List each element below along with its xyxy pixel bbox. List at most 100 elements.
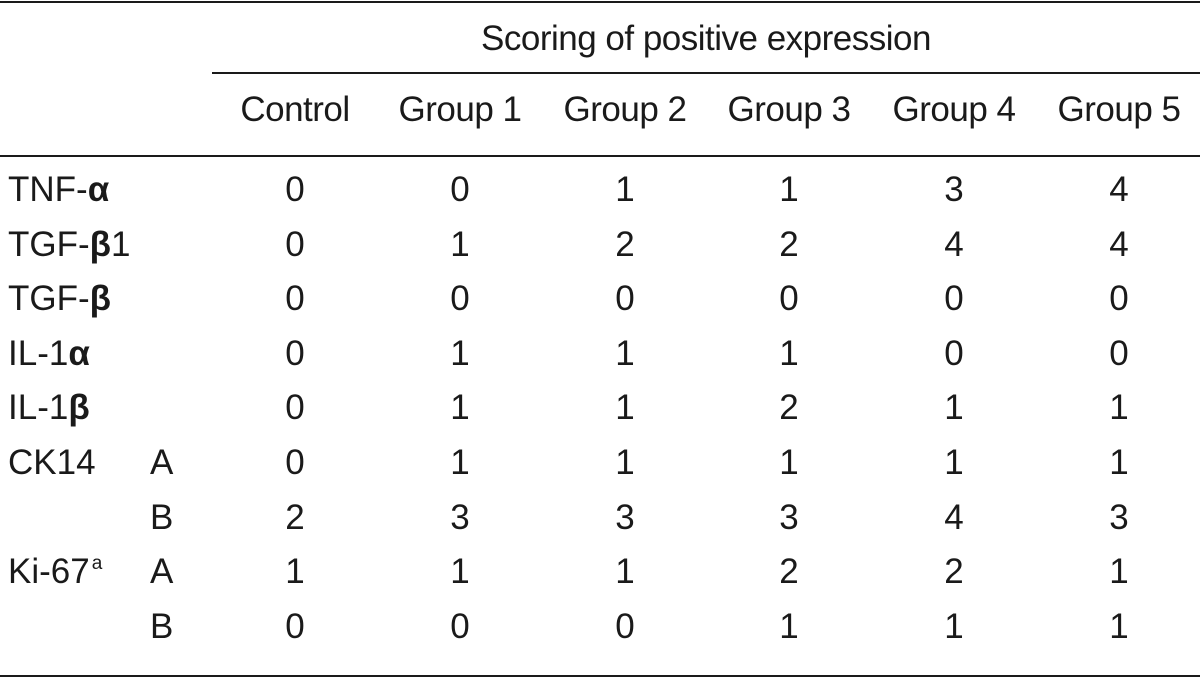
marker-name: TGF- xyxy=(8,224,90,264)
table-row: TGF-β 0 0 0 0 0 0 xyxy=(0,272,1200,326)
column-header-group-5: Group 5 xyxy=(1057,90,1181,129)
row-sublabel: B xyxy=(150,497,174,537)
score-cell: 0 xyxy=(615,606,635,646)
score-cell: 1 xyxy=(779,333,799,373)
score-cell: 2 xyxy=(285,497,305,537)
marker-name: IL-1 xyxy=(8,388,69,428)
score-cell: 1 xyxy=(450,333,470,373)
row-marker-label: TGF-β1 xyxy=(8,218,132,278)
marker-name: Ki-67 xyxy=(8,552,90,592)
row-marker-label: TNF-α xyxy=(8,163,111,223)
table-row: Ki-67 a A 1 1 1 2 2 1 xyxy=(0,545,1200,599)
score-cell: 4 xyxy=(944,497,964,537)
table-row: TGF-β1 0 1 2 2 4 4 xyxy=(0,218,1200,272)
row-marker-label xyxy=(8,600,10,660)
score-cell: 1 xyxy=(615,170,635,209)
score-cell: 1 xyxy=(944,443,964,482)
column-group-rule xyxy=(212,72,1200,74)
column-header-group-4: Group 4 xyxy=(892,90,1016,129)
marker-greek-symbol: α xyxy=(68,333,90,373)
score-cell: 2 xyxy=(615,224,635,264)
table-top-rule xyxy=(0,1,1200,3)
score-cell: 0 xyxy=(285,388,305,428)
row-sublabel: B xyxy=(150,606,174,646)
score-cell: 0 xyxy=(1109,279,1129,319)
score-cell: 1 xyxy=(1109,552,1129,592)
marker-name: IL-1 xyxy=(8,333,69,373)
column-group-heading: Scoring of positive expression xyxy=(481,19,931,58)
row-marker-label: IL-1α xyxy=(8,327,92,387)
score-cell: 1 xyxy=(779,443,799,482)
marker-greek-symbol: β xyxy=(89,279,112,319)
row-sublabel: A xyxy=(150,552,174,592)
score-cell: 3 xyxy=(450,497,470,537)
score-cell: 2 xyxy=(944,552,964,592)
row-marker-label: Ki-67 a xyxy=(8,545,102,605)
score-cell: 1 xyxy=(450,552,470,592)
score-cell: 0 xyxy=(779,279,799,319)
score-cell: 0 xyxy=(285,279,305,319)
table-bottom-rule xyxy=(0,675,1200,677)
marker-footnote: a xyxy=(91,553,103,575)
score-cell: 3 xyxy=(944,170,964,209)
row-marker-label: TGF-β xyxy=(8,272,113,332)
score-cell: 1 xyxy=(944,388,964,428)
row-marker-label xyxy=(8,491,10,551)
score-cell: 0 xyxy=(285,443,305,482)
score-cell: 1 xyxy=(779,606,799,646)
score-cell: 2 xyxy=(779,224,799,264)
score-cell: 0 xyxy=(285,224,305,264)
score-cell: 2 xyxy=(779,388,799,428)
score-cell: 1 xyxy=(450,443,470,482)
marker-suffix: 1 xyxy=(111,224,131,264)
score-cell: 1 xyxy=(779,170,799,209)
row-marker-label: CK14 xyxy=(8,436,98,496)
score-cell: 2 xyxy=(779,552,799,592)
table-row: CK14 A 0 1 1 1 1 1 xyxy=(0,436,1200,490)
score-cell: 3 xyxy=(615,497,635,537)
score-cell: 0 xyxy=(285,170,305,209)
score-cell: 3 xyxy=(779,497,799,537)
score-cell: 4 xyxy=(1109,170,1129,209)
table-row: B 0 0 0 1 1 1 xyxy=(0,600,1200,654)
score-cell: 0 xyxy=(285,333,305,373)
score-cell: 1 xyxy=(615,388,635,428)
score-cell: 1 xyxy=(1109,606,1129,646)
marker-greek-symbol: β xyxy=(68,388,90,428)
table-row: IL-1α 0 1 1 1 0 0 xyxy=(0,327,1200,381)
score-cell: 0 xyxy=(450,279,470,319)
score-cell: 1 xyxy=(615,333,635,373)
row-marker-label: IL-1β xyxy=(8,381,92,441)
marker-greek-symbol: β xyxy=(89,224,112,264)
marker-name: CK14 xyxy=(8,443,96,482)
score-cell: 0 xyxy=(615,279,635,319)
header-rule xyxy=(0,155,1200,157)
table-row: TNF-α 0 0 1 1 3 4 xyxy=(0,163,1200,217)
column-header-group-1: Group 1 xyxy=(398,90,522,129)
column-header-group-3: Group 3 xyxy=(727,90,851,129)
column-header-control: Control xyxy=(240,90,350,129)
score-cell: 0 xyxy=(944,279,964,319)
marker-greek-symbol: α xyxy=(87,170,110,209)
score-cell: 4 xyxy=(944,224,964,264)
marker-name: TNF- xyxy=(8,170,88,209)
score-cell: 1 xyxy=(1109,443,1129,482)
score-cell: 1 xyxy=(615,552,635,592)
score-cell: 0 xyxy=(450,606,470,646)
table-row: IL-1β 0 1 1 2 1 1 xyxy=(0,381,1200,435)
score-cell: 1 xyxy=(450,388,470,428)
row-sublabel: A xyxy=(150,443,174,482)
score-cell: 4 xyxy=(1109,224,1129,264)
score-cell: 0 xyxy=(944,333,964,373)
score-cell: 1 xyxy=(615,443,635,482)
score-cell: 1 xyxy=(1109,388,1129,428)
marker-name: TGF- xyxy=(8,279,90,319)
score-cell: 3 xyxy=(1109,497,1129,537)
score-cell: 0 xyxy=(285,606,305,646)
score-cell: 1 xyxy=(450,224,470,264)
table-row: B 2 3 3 3 4 3 xyxy=(0,491,1200,545)
score-cell: 1 xyxy=(944,606,964,646)
score-cell: 0 xyxy=(1109,333,1129,373)
score-cell: 0 xyxy=(450,170,470,209)
column-header-group-2: Group 2 xyxy=(563,90,687,129)
